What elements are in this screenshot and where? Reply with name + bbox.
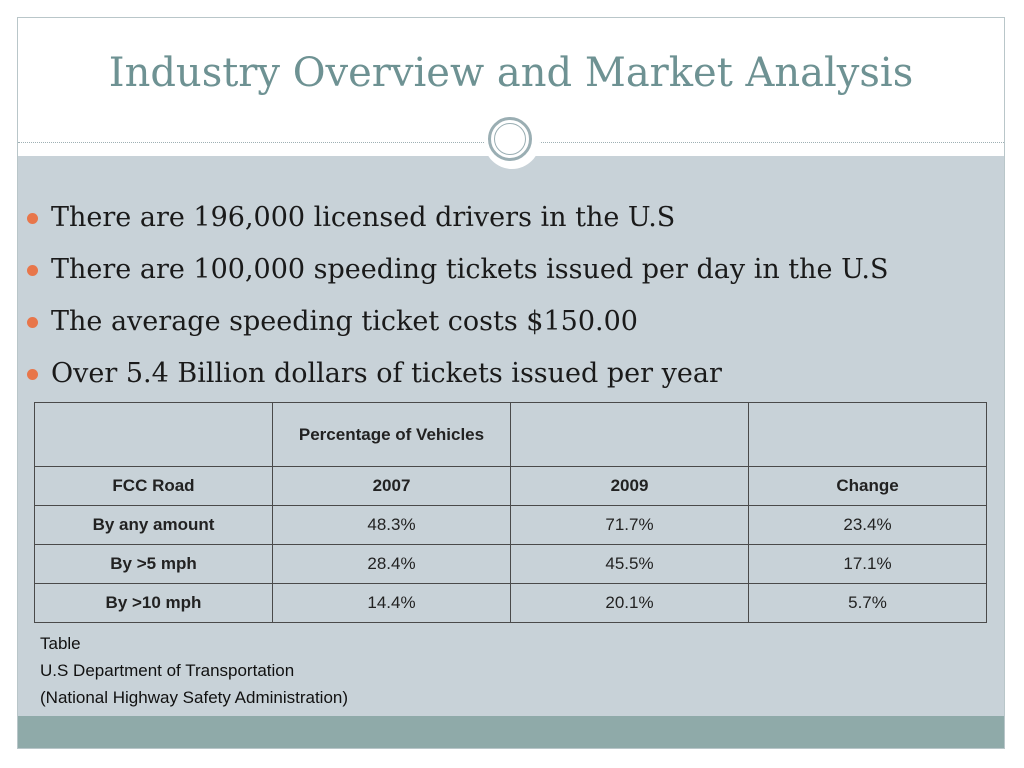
bullet-item: Over 5.4 Billion dollars of tickets issu… [18,354,1004,406]
table-row: By any amount 48.3% 71.7% 23.4% [34,505,987,545]
table-column-header-row: FCC Road 2007 2009 Change [34,466,987,506]
caption-line: U.S Department of Transportation [40,661,295,680]
inner-ring-ornament-icon [494,123,526,155]
table-cell: 23.4% [748,505,987,545]
table-header-cell [510,402,749,467]
table-column-header: Change [748,466,987,506]
table-row: By >5 mph 28.4% 45.5% 17.1% [34,544,987,584]
bullet-text: Over 5.4 Billion dollars of tickets issu… [51,358,722,389]
bullet-text: The average speeding ticket costs $150.0… [51,306,638,337]
table-row-label: By >5 mph [34,544,273,584]
table-cell: 17.1% [748,544,987,584]
table-column-header: 2007 [272,466,511,506]
bullet-icon [27,369,38,380]
bullet-icon [27,317,38,328]
bullet-item: The average speeding ticket costs $150.0… [18,302,1004,354]
table-column-header: 2009 [510,466,749,506]
content-area: There are 196,000 licensed drivers in th… [18,156,1004,716]
bullet-list: There are 196,000 licensed drivers in th… [18,198,1004,406]
table-row: By >10 mph 14.4% 20.1% 5.7% [34,583,987,623]
table-row-label: By any amount [34,505,273,545]
table-header-cell [748,402,987,467]
table-cell: 5.7% [748,583,987,623]
bullet-item: There are 196,000 licensed drivers in th… [18,198,1004,250]
table-cell: 45.5% [510,544,749,584]
footer-bar [18,716,1004,748]
table-cell: 20.1% [510,583,749,623]
caption-line: Table [40,634,81,653]
slide-title: Industry Overview and Market Analysis [108,50,914,96]
caption-line: (National Highway Safety Administration) [40,688,349,707]
table-header-cell [34,402,273,467]
table-cell: 28.4% [272,544,511,584]
table-row-label: By >10 mph [34,583,273,623]
bullet-icon [27,213,38,224]
table-cell: 71.7% [510,505,749,545]
bullet-icon [27,265,38,276]
bullet-text: There are 100,000 speeding tickets issue… [51,254,889,285]
bullet-item: There are 100,000 speeding tickets issue… [18,250,1004,302]
table-header-cell: Percentage of Vehicles [272,402,511,467]
slide: Industry Overview and Market Analysis Th… [17,17,1005,749]
table-group-header-row: Percentage of Vehicles [34,402,987,467]
table-column-header: FCC Road [34,466,273,506]
table-caption: Table U.S Department of Transportation (… [40,630,348,711]
bullet-text: There are 196,000 licensed drivers in th… [51,202,676,233]
speeding-table: Percentage of Vehicles FCC Road 2007 200… [34,402,987,623]
table-cell: 48.3% [272,505,511,545]
table-cell: 14.4% [272,583,511,623]
